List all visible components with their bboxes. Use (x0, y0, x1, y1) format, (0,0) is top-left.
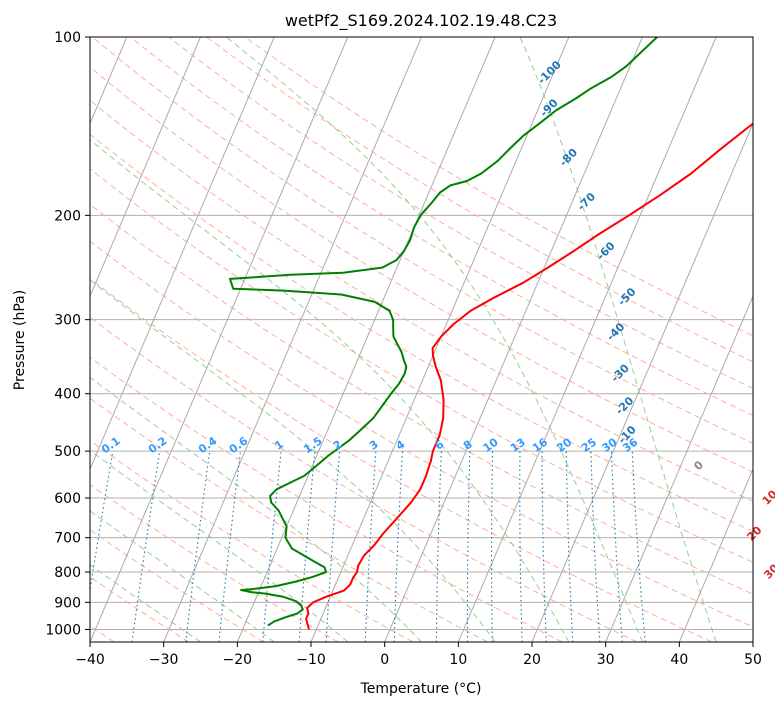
y-tick-label: 200 (54, 208, 81, 224)
x-tick-label: 0 (380, 652, 389, 668)
mixing-ratio-line (490, 451, 494, 642)
mixing-ratio-line (393, 451, 404, 642)
isotherm (531, 122, 753, 642)
isotherm (457, 37, 717, 642)
mixing-ratio-line (364, 451, 377, 642)
y-tick-label: 500 (54, 444, 81, 460)
x-tick-label: 30 (597, 652, 615, 668)
x-axis: −40 −30 −20 −10 0 10 20 30 40 50 (75, 642, 762, 668)
dry-adiabat (90, 66, 753, 473)
mixing-ratio-line (466, 451, 471, 642)
dry-adiabat (130, 37, 753, 417)
isotherm (605, 295, 753, 642)
x-tick-label: −20 (223, 652, 253, 668)
dry-adiabat (91, 37, 753, 445)
y-tick-label: 600 (54, 491, 81, 507)
y-axis: 100 200 300 400 500 600 700 800 900 1000 (45, 30, 90, 638)
dry-adiabat (90, 133, 753, 533)
y-tick-label: 1000 (45, 622, 81, 638)
isotherm (90, 37, 201, 298)
background-lines (90, 37, 753, 642)
chart-title: wetPf2_S169.2024.102.19.48.C23 (285, 11, 557, 31)
mixing-ratio-line (610, 451, 623, 642)
profile-lines (229, 37, 753, 630)
mixing-ratio-line (218, 451, 242, 642)
mixing-ratio-line (631, 451, 646, 642)
isotherm (163, 37, 422, 642)
x-tick-label: 40 (670, 652, 688, 668)
dry-adiabat (90, 240, 753, 628)
moist-adiabat (90, 279, 496, 642)
mixing-ratio-line (565, 451, 574, 642)
x-tick-label: 10 (449, 652, 467, 668)
x-tick-label: 50 (744, 652, 762, 668)
mixing-ratio-line (262, 451, 282, 642)
x-tick-label: 20 (523, 652, 541, 668)
isotherm (678, 467, 753, 642)
moist-adiabat (226, 37, 643, 642)
moist-adiabat (90, 139, 570, 642)
isotherm (236, 37, 496, 642)
x-tick-label: −40 (75, 652, 105, 668)
isotherm (90, 37, 349, 642)
dry-adiabat (90, 316, 638, 642)
dry-adiabat (168, 37, 753, 389)
mixing-ratio-line (590, 451, 601, 642)
dry-adiabat (90, 440, 414, 642)
moist-adiabat (90, 564, 201, 642)
y-tick-label: 100 (54, 30, 81, 46)
isotherm (384, 37, 643, 642)
dry-adiabat (90, 483, 339, 642)
y-tick-label: 800 (54, 565, 81, 581)
y-tick-label: 300 (54, 313, 81, 329)
y-tick-label: 900 (54, 595, 81, 611)
dry-adiabat (90, 168, 753, 563)
moist-adiabat (519, 37, 717, 642)
isotherm (90, 37, 275, 471)
temperature-profile (305, 122, 753, 630)
y-axis-title: Pressure (hPa) (12, 290, 28, 390)
x-axis-title: Temperature (°C) (360, 681, 482, 697)
mixing-ratio-line (325, 451, 341, 642)
dry-adiabat (90, 356, 563, 642)
dry-adiabat (206, 37, 753, 363)
mixing-ratio-line (519, 451, 523, 642)
mixing-ratio-line (541, 451, 547, 642)
dewpoint-profile (229, 37, 658, 627)
mixing-ratio-line (435, 451, 442, 642)
plot-frame (89, 36, 754, 643)
mixing-ratio-line (185, 451, 211, 642)
y-tick-label: 700 (54, 531, 81, 547)
x-tick-label: −30 (149, 652, 179, 668)
dry-adiabat (90, 203, 753, 595)
y-tick-label: 400 (54, 387, 81, 403)
mixing-ratio-line (131, 451, 161, 642)
x-tick-label: −10 (296, 652, 326, 668)
